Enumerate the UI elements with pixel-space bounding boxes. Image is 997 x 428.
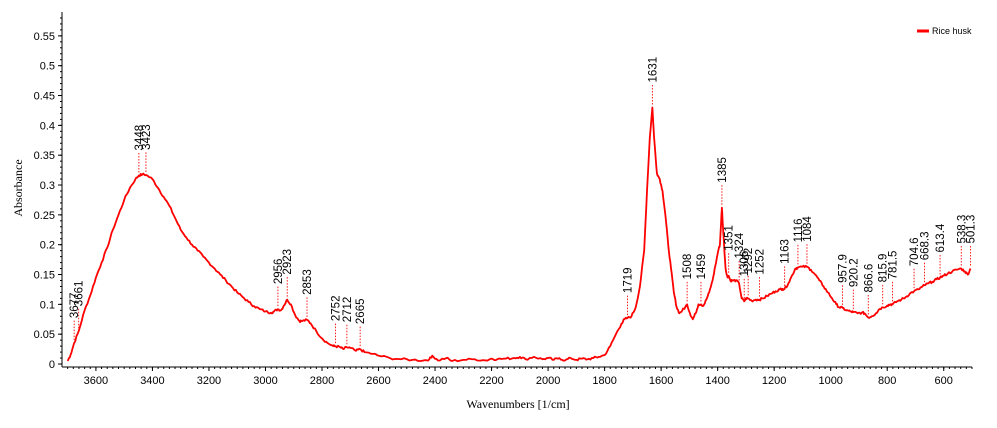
x-tick-label: 2600 <box>366 375 390 387</box>
x-tick-label: 1400 <box>705 375 729 387</box>
x-tick-label: 2800 <box>310 375 334 387</box>
y-tick-label: 0.25 <box>34 210 55 222</box>
series-layer <box>66 106 972 363</box>
peak-label: 2923 <box>282 249 294 275</box>
x-tick-label: 1800 <box>592 375 616 387</box>
y-axis-title: Absorbance <box>11 159 25 216</box>
series-line-rice-husk <box>66 106 972 363</box>
x-axis-title: Wavenumbers [1/cm] <box>466 397 569 411</box>
peak-label: 3423 <box>141 124 153 150</box>
axes: 0 0.05 0.1 0.15 0.2 0.25 0.3 0.35 0.4 0.45 0.5 0.55… <box>34 12 973 387</box>
x-tick-label: 1200 <box>762 375 786 387</box>
x-tick-label: 1000 <box>818 375 842 387</box>
x-tick-label: 3600 <box>84 375 108 387</box>
peak-label: 2752 <box>331 296 343 322</box>
x-tick-label: 3200 <box>197 375 221 387</box>
y-tick-label: 0.35 <box>34 150 55 162</box>
peak-label: 1631 <box>647 57 659 83</box>
peak-label: 2853 <box>302 269 314 295</box>
x-tick-label: 800 <box>878 375 896 387</box>
peak-label: 501.3 <box>966 215 978 244</box>
y-tick-label: 0.05 <box>34 329 55 341</box>
x-tick-label: 2000 <box>536 375 560 387</box>
peak-label: 2712 <box>342 297 354 323</box>
peak-label: 957.9 <box>838 254 850 283</box>
y-tick-label: 0.45 <box>34 91 55 103</box>
y-tick-label: 0.2 <box>40 240 55 252</box>
legend: Rice husk <box>917 26 972 36</box>
y-tick-label: 0 <box>49 359 55 371</box>
x-tick-label: 3000 <box>253 375 277 387</box>
peak-label: 538.3 <box>956 215 968 244</box>
peak-label: 815.9 <box>878 254 890 283</box>
peak-label: 704.6 <box>909 237 921 266</box>
y-tick-label: 0.3 <box>40 180 55 192</box>
y-tick-label: 0.5 <box>40 61 55 73</box>
x-tick-label: 600 <box>935 375 953 387</box>
legend-label-rice-husk: Rice husk <box>932 26 972 36</box>
peak-label: 1324 <box>734 232 746 258</box>
x-tick-label: 1600 <box>649 375 673 387</box>
peak-label: 3448 <box>134 125 146 151</box>
x-tick-label: 2400 <box>423 375 447 387</box>
peak-label: 1084 <box>802 216 814 242</box>
x-tick-label: 2200 <box>479 375 503 387</box>
peak-label: 613.4 <box>935 223 947 252</box>
peak-label: 1163 <box>780 239 792 264</box>
peak-label: 1306 <box>739 251 751 277</box>
y-tick-label: 0.1 <box>40 299 55 311</box>
peak-label: 1351 <box>724 225 736 251</box>
peak-label: 1459 <box>696 254 708 280</box>
peak-label: 1252 <box>754 249 766 275</box>
y-tick-label: 0.4 <box>40 120 55 132</box>
peak-label: 866.6 <box>863 264 875 293</box>
peak-label: 2956 <box>273 259 285 285</box>
peak-label: 3661 <box>74 281 86 307</box>
y-tick-label: 0.55 <box>34 31 55 43</box>
peak-label: 2665 <box>355 299 367 325</box>
peak-label: 1116 <box>793 218 805 242</box>
y-tick-label: 0.15 <box>34 270 55 282</box>
peak-label: 1292 <box>743 248 755 274</box>
peak-label: 1385 <box>717 157 729 183</box>
peak-label: 3677 <box>69 293 81 319</box>
peak-label: 1719 <box>623 267 635 293</box>
peak-label: 1508 <box>682 254 694 280</box>
peak-label: 668.3 <box>920 231 932 260</box>
peak-label: 781.5 <box>888 251 900 280</box>
peak-label: 920.2 <box>848 258 860 287</box>
x-tick-label: 3400 <box>140 375 164 387</box>
